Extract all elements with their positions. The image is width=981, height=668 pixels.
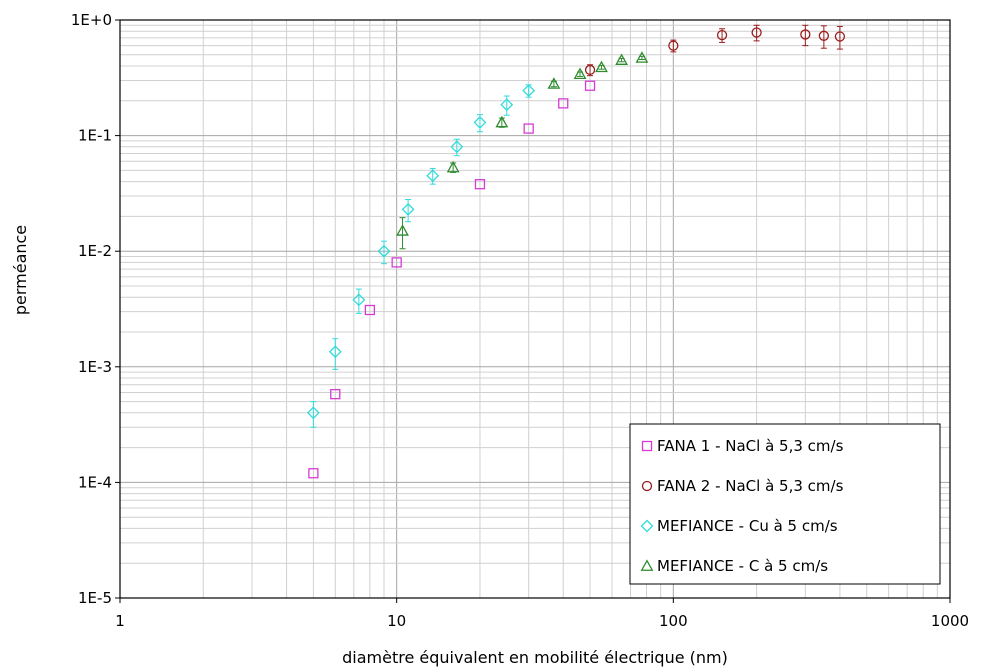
- x-tick-label: 1: [115, 612, 125, 630]
- x-axis-title: diamètre équivalent en mobilité électriq…: [342, 648, 728, 667]
- plot-frame: [119, 19, 951, 599]
- data-point: [328, 345, 342, 359]
- y-tick-label: 1E-3: [78, 358, 112, 376]
- data-point: [800, 29, 811, 40]
- data-point: [595, 60, 608, 73]
- data-point: [635, 51, 649, 63]
- data-point: [474, 179, 486, 190]
- legend-marker: [640, 559, 654, 571]
- x-tick-label: 1000: [931, 612, 969, 630]
- data-point: [401, 202, 415, 216]
- series-2: [584, 24, 846, 77]
- data-point: [391, 257, 402, 268]
- data-point: [396, 224, 409, 236]
- legend-box: [629, 423, 941, 585]
- data-point: [495, 115, 509, 128]
- legend-marker: [641, 480, 653, 492]
- x-tick-label: 100: [659, 612, 688, 630]
- data-point: [584, 80, 596, 91]
- data-point: [473, 116, 487, 129]
- data-point: [558, 98, 569, 109]
- data-point: [615, 53, 628, 65]
- legend-label: MEFIANCE - Cu à 5 cm/s: [657, 517, 838, 535]
- data-point: [668, 40, 679, 51]
- data-point: [500, 98, 514, 112]
- legend-label: FANA 2 - NaCl à 5,3 cm/s: [657, 477, 844, 495]
- y-axis-ticks: 1E-5 1E-4 1E-3 1E-2 1E-1 1E+0: [71, 11, 120, 607]
- x-axis-ticks: 1 10 100 1000: [115, 598, 969, 630]
- data-point: [584, 64, 596, 76]
- legend: FANA 1 - NaCl à 5,3 cm/s FANA 2 - NaCl à …: [629, 423, 941, 585]
- legend-label: FANA 1 - NaCl à 5,3 cm/s: [657, 437, 844, 455]
- data-point: [522, 84, 536, 98]
- data-point: [308, 468, 319, 479]
- series-4: [396, 51, 649, 250]
- y-tick-label: 1E-1: [78, 127, 112, 145]
- data-point: [716, 29, 728, 41]
- data-point: [330, 388, 341, 400]
- data-point: [306, 406, 320, 420]
- y-tick-label: 1E-2: [78, 242, 112, 260]
- data-point: [523, 123, 534, 134]
- data-point: [751, 27, 762, 38]
- data-point: [573, 67, 587, 80]
- series-1: [308, 80, 596, 479]
- legend-marker: [641, 440, 653, 452]
- y-tick-label: 1E-4: [78, 473, 112, 491]
- y-axis-title: perméance: [11, 225, 30, 315]
- data-point: [426, 169, 440, 183]
- data-point: [450, 140, 464, 154]
- data-point: [352, 293, 366, 307]
- series-layer: [306, 24, 846, 479]
- data-point: [818, 30, 830, 41]
- data-point: [377, 244, 391, 258]
- data-point: [446, 160, 460, 173]
- y-tick-label: 1E+0: [71, 11, 112, 29]
- data-point: [834, 31, 846, 42]
- series-3: [306, 84, 536, 428]
- data-point: [547, 77, 561, 89]
- y-tick-label: 1E-5: [78, 589, 112, 607]
- data-point: [364, 304, 376, 316]
- legend-label: MEFIANCE - C à 5 cm/s: [657, 557, 828, 575]
- legend-marker: [640, 519, 654, 533]
- x-tick-label: 10: [387, 612, 406, 630]
